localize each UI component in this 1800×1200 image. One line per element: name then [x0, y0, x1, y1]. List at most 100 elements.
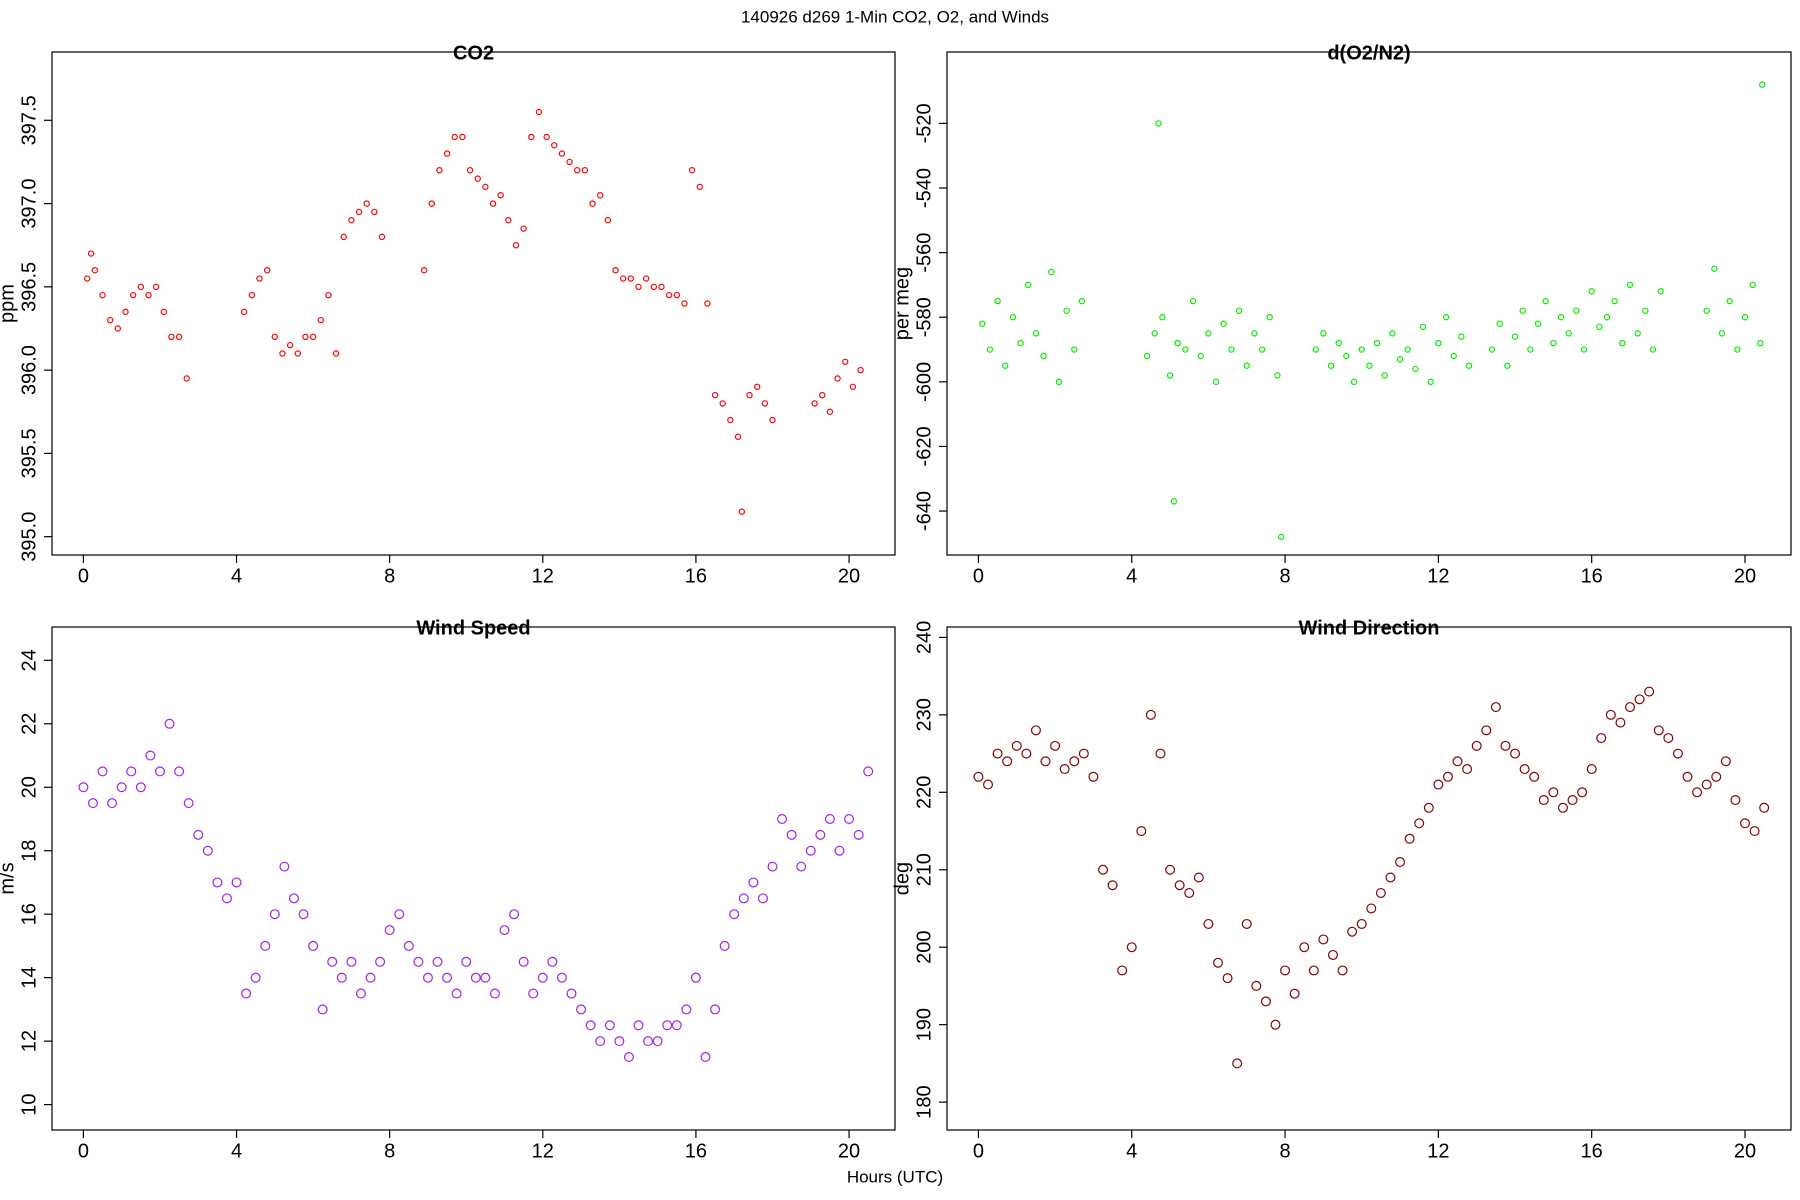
data-point — [1375, 887, 1386, 898]
data-point — [1504, 362, 1511, 369]
data-point — [1672, 748, 1683, 759]
data-point — [1548, 787, 1559, 798]
data-point — [193, 829, 204, 840]
data-point — [1358, 346, 1365, 353]
data-point — [614, 1036, 625, 1047]
data-point — [662, 1020, 673, 1031]
y-axis-label: m/s — [0, 862, 18, 894]
data-point — [459, 133, 466, 141]
y-tick-label: 397.5 — [18, 95, 40, 145]
y-tick-label: 397.0 — [18, 179, 40, 229]
data-point — [1243, 362, 1250, 369]
data-point — [183, 375, 190, 382]
data-point — [757, 893, 768, 904]
data-point — [1241, 918, 1252, 929]
data-point — [992, 748, 1003, 759]
x-tick-label: 8 — [384, 1140, 395, 1162]
data-point — [87, 250, 95, 257]
data-point — [671, 1020, 682, 1031]
data-point — [1701, 779, 1712, 790]
data-point — [853, 829, 864, 840]
data-point — [1720, 756, 1731, 767]
y-tick-label: -580 — [913, 297, 935, 337]
data-point — [1465, 362, 1473, 369]
data-point — [1032, 330, 1040, 337]
y-axis-label: deg — [891, 862, 913, 895]
y-tick-label: 20 — [18, 776, 40, 798]
data-point — [489, 200, 497, 207]
x-tick-label: 8 — [1279, 1140, 1290, 1162]
x-tick-label: 0 — [78, 565, 89, 587]
plot-frame — [51, 626, 896, 1131]
data-point — [1510, 748, 1521, 759]
data-point — [1511, 333, 1519, 340]
y-tick-label: 230 — [913, 698, 935, 731]
y-tick-label: -640 — [913, 491, 935, 531]
data-point — [520, 225, 527, 232]
data-point — [154, 766, 165, 777]
data-point — [302, 333, 309, 341]
data-point — [849, 383, 857, 390]
y-axis-label: ppm — [0, 284, 18, 323]
y-tick-label: 396.5 — [18, 262, 40, 312]
data-point — [497, 192, 504, 199]
data-point — [863, 766, 874, 777]
plot-frame — [51, 51, 896, 556]
data-point — [202, 845, 213, 856]
data-point — [1567, 795, 1578, 806]
data-point — [1433, 779, 1444, 790]
data-point — [1711, 265, 1718, 272]
panel-title: Wind Direction — [1299, 617, 1440, 639]
data-point — [826, 408, 834, 415]
x-tick-label: 0 — [973, 565, 984, 587]
data-point — [1557, 314, 1565, 321]
data-point — [748, 877, 759, 888]
data-point — [1258, 346, 1266, 353]
data-point — [394, 909, 405, 920]
data-point — [1366, 903, 1377, 914]
data-point — [1040, 352, 1047, 360]
data-point — [1063, 307, 1070, 314]
panel-title: Wind Speed — [416, 617, 530, 639]
data-point — [1143, 352, 1151, 360]
data-point — [1097, 864, 1108, 875]
data-point — [1381, 372, 1388, 379]
data-point — [986, 346, 994, 353]
data-point — [152, 283, 160, 291]
data-point — [1580, 346, 1588, 353]
data-point — [106, 316, 114, 324]
data-point — [1741, 314, 1749, 321]
data-point — [466, 167, 474, 174]
data-point — [1471, 740, 1482, 751]
y-tick-label: 395.0 — [18, 512, 40, 562]
data-point — [480, 972, 491, 983]
data-point — [325, 291, 332, 299]
data-point — [1289, 988, 1300, 999]
data-point — [857, 366, 864, 374]
data-point — [1320, 330, 1327, 337]
data-point — [973, 771, 984, 782]
data-point — [145, 750, 156, 761]
data-point — [635, 283, 642, 291]
data-point — [633, 1020, 644, 1031]
data-point — [1490, 702, 1501, 713]
data-point — [566, 988, 577, 999]
x-axis-label: Hours (UTC) — [847, 1167, 943, 1186]
data-point — [443, 150, 451, 157]
data-point — [619, 275, 627, 282]
y-tick-label: -620 — [913, 426, 935, 466]
y-tick-label: 18 — [18, 840, 40, 862]
data-point — [346, 956, 357, 967]
data-point — [585, 1020, 596, 1031]
data-point — [1435, 339, 1442, 347]
x-tick-label: 0 — [78, 1140, 89, 1162]
data-point — [1228, 346, 1235, 353]
data-point — [547, 956, 558, 967]
data-point — [1519, 764, 1530, 775]
data-point — [681, 300, 688, 307]
y-tick-label: 22 — [18, 713, 40, 735]
panel-title: d(O2/N2) — [1327, 42, 1410, 64]
data-point — [734, 433, 742, 440]
data-point — [1759, 802, 1770, 813]
